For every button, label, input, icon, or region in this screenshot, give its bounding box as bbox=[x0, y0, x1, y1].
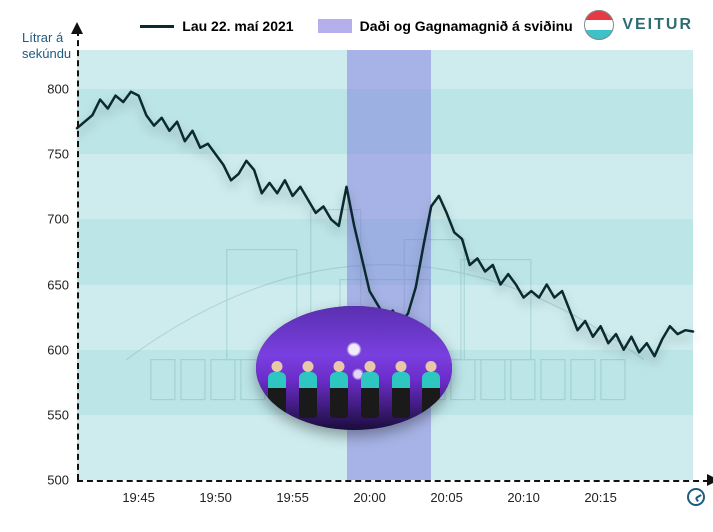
inset-photo-figures bbox=[268, 372, 441, 418]
y-tick-label: 650 bbox=[29, 277, 69, 292]
x-tick-label: 19:50 bbox=[186, 490, 246, 505]
x-tick-label: 20:00 bbox=[340, 490, 400, 505]
inset-photo-figure bbox=[422, 372, 440, 418]
y-axis bbox=[77, 30, 79, 480]
legend-line-swatch bbox=[140, 25, 174, 28]
inset-photo-figure bbox=[392, 372, 410, 418]
y-tick-label: 800 bbox=[29, 82, 69, 97]
x-tick-label: 20:05 bbox=[417, 490, 477, 505]
brand-logo-icon bbox=[584, 10, 614, 40]
y-axis-label: Lítrar á sekúndu bbox=[22, 30, 71, 63]
x-axis-arrow bbox=[707, 474, 713, 486]
x-tick-label: 19:55 bbox=[263, 490, 323, 505]
inset-photo bbox=[256, 306, 452, 430]
legend-series: Lau 22. maí 2021 bbox=[140, 18, 293, 34]
legend-series-label: Lau 22. maí 2021 bbox=[182, 18, 293, 34]
inset-photo-figure bbox=[268, 372, 286, 418]
chart-container: Lítrar á sekúndu 500 550 600 650 700 750 800 1… bbox=[0, 0, 713, 532]
y-tick-label: 750 bbox=[29, 147, 69, 162]
line-series bbox=[0, 0, 713, 532]
legend-band-swatch bbox=[318, 19, 352, 33]
inset-photo-figure bbox=[361, 372, 379, 418]
x-axis bbox=[77, 480, 709, 482]
brand: VEITUR bbox=[584, 10, 693, 40]
clock-icon bbox=[687, 488, 705, 506]
inset-photo-figure bbox=[299, 372, 317, 418]
brand-name: VEITUR bbox=[622, 16, 693, 34]
y-tick-label: 500 bbox=[29, 473, 69, 488]
inset-photo-figure bbox=[330, 372, 348, 418]
y-tick-label: 550 bbox=[29, 407, 69, 422]
y-tick-label: 600 bbox=[29, 342, 69, 357]
y-tick-label: 700 bbox=[29, 212, 69, 227]
x-tick-label: 20:15 bbox=[571, 490, 631, 505]
x-tick-label: 20:10 bbox=[494, 490, 554, 505]
y-axis-label-line2: sekúndu bbox=[22, 46, 71, 62]
x-tick-label: 19:45 bbox=[109, 490, 169, 505]
legend-band: Daði og Gagnamagnið á sviðinu bbox=[318, 18, 573, 34]
legend-band-label: Daði og Gagnamagnið á sviðinu bbox=[360, 18, 573, 34]
